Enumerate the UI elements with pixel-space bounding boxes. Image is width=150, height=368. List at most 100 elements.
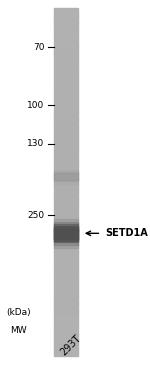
Bar [54,300,78,304]
Bar [54,335,78,338]
Bar [54,216,78,220]
Bar [54,43,78,47]
Bar [54,222,78,245]
Bar [54,102,78,106]
Bar [54,12,78,15]
Bar [54,265,78,269]
Bar [54,50,78,54]
Bar [54,296,78,300]
Bar [54,22,78,26]
Bar [54,203,78,206]
Bar [54,338,78,342]
Bar [54,248,78,252]
Bar [54,182,78,185]
Bar [54,307,78,311]
Text: SETD1A: SETD1A [105,228,148,238]
Bar [54,78,78,82]
Bar [54,171,78,175]
Bar [54,345,78,349]
Bar [54,74,78,78]
Bar [54,26,78,29]
Bar [54,99,78,102]
Bar [54,15,78,19]
Bar [54,170,78,184]
Text: MW: MW [10,326,27,335]
Bar [54,258,78,262]
Bar [54,321,78,325]
Bar [54,119,78,123]
Bar [54,53,78,57]
Bar [54,293,78,297]
Bar [54,46,78,50]
Bar [54,279,78,283]
Bar [54,241,78,245]
Bar [54,130,78,134]
Bar [54,144,78,148]
Bar [54,164,78,168]
Bar [54,64,78,68]
Bar [54,234,78,238]
Bar [54,226,78,241]
Bar [54,112,78,116]
Bar [54,60,78,64]
Bar [54,116,78,120]
Bar [54,151,78,155]
Bar [54,172,78,181]
Bar [54,57,78,61]
Bar [54,251,78,255]
Bar [54,317,78,321]
Bar [54,220,78,224]
Bar [54,237,78,241]
Bar [54,173,78,180]
Bar [54,178,78,182]
Bar [54,196,78,199]
Text: 130: 130 [27,139,45,148]
Bar [54,262,78,265]
Bar [54,269,78,272]
Bar [54,158,78,161]
Bar [54,88,78,92]
Bar [54,33,78,36]
Bar [54,331,78,335]
Bar [54,213,78,217]
Bar [54,342,78,345]
Bar [54,282,78,286]
Bar [54,228,78,239]
Text: 70: 70 [33,43,45,52]
Bar [54,255,78,258]
Bar [54,324,78,328]
Bar [54,192,78,196]
Bar [54,154,78,158]
Bar [54,71,78,75]
Bar [54,81,78,85]
Bar [54,310,78,314]
Bar [54,189,78,192]
Bar [54,199,78,203]
Bar [54,224,78,243]
Bar [54,244,78,248]
Bar [54,19,78,22]
Bar [54,348,78,352]
Bar [54,206,78,210]
Bar [54,147,78,151]
Bar [54,67,78,71]
Bar [54,123,78,127]
Bar [54,168,78,172]
Bar [54,209,78,213]
Bar [54,92,78,95]
Text: 100: 100 [27,101,45,110]
Bar [54,276,78,279]
Text: 293T: 293T [58,333,83,357]
Bar [54,303,78,307]
Bar [54,95,78,99]
Bar [54,230,78,234]
Text: (kDa): (kDa) [6,308,31,317]
Bar [54,175,78,179]
Bar [54,352,78,355]
Bar [54,185,78,189]
Bar [54,223,78,227]
Text: 250: 250 [28,210,45,220]
Bar [54,272,78,276]
Bar [54,8,78,12]
Bar [54,36,78,40]
